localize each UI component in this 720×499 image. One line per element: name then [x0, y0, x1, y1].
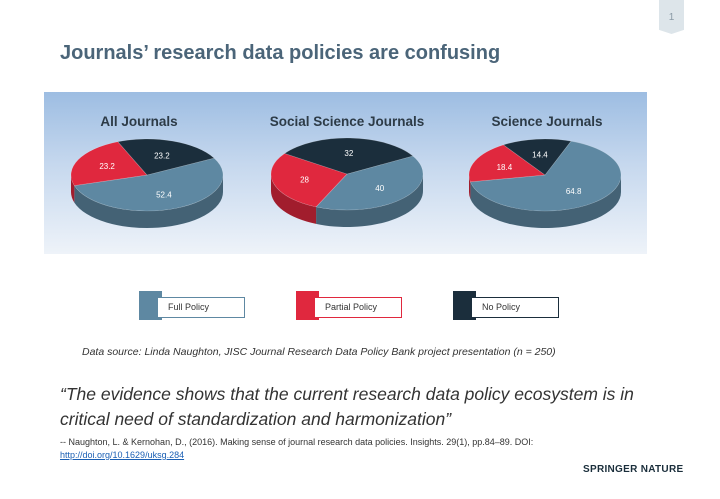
legend-label-partial: Partial Policy	[314, 297, 402, 318]
pie-value-label-2-0: 64.8	[566, 187, 582, 196]
pie-side-0-1-0	[71, 175, 75, 203]
pie-slice-1-full-policy	[315, 155, 424, 211]
pie-title-0: All Journals	[100, 114, 177, 129]
pie-side-0-0-0	[74, 175, 223, 229]
pie-slice-2-full-policy	[469, 140, 622, 212]
pie-value-label-0-1: 23.2	[99, 162, 115, 171]
pie-title-2: Science Journals	[491, 114, 602, 129]
pie-value-label-2-1: 18.4	[497, 163, 513, 172]
springer-nature-logo: SPRINGER NATURE	[583, 464, 684, 475]
page-number: 1	[668, 12, 675, 23]
pie-value-label-0-0: 52.4	[156, 190, 172, 199]
legend-swatch-none	[453, 291, 476, 320]
pie-value-label-1-2: 32	[344, 149, 353, 158]
pie-side-2-1-0	[469, 175, 471, 199]
page-number-tab	[659, 0, 684, 34]
citation: -- Naughton, L. & Kernohan, D., (2016). …	[60, 436, 660, 462]
pie-value-label-0-2: 23.2	[154, 151, 170, 160]
legend-label-full: Full Policy	[157, 297, 245, 318]
pie-charts-svg: All Journals 52.4 23.2 23.2 Social Science J…	[70, 114, 622, 229]
legend-label-none: No Policy	[471, 297, 559, 318]
pie-side-2-0-0	[470, 175, 621, 229]
pie-value-label-1-1: 28	[300, 176, 309, 185]
pie-title-1: Social Science Journals	[270, 114, 425, 129]
slide-title: Journals’ research data policies are con…	[60, 42, 501, 64]
pie-charts-panel: All Journals 52.4 23.2 23.2 Social Science J…	[44, 92, 647, 254]
pie-slice-0-no-policy	[117, 138, 215, 176]
pie-slice-2-no-policy	[502, 138, 572, 176]
pie-slice-0-partial-policy	[70, 141, 148, 186]
pie-side-1-1-0	[271, 174, 317, 224]
legend-swatch-full	[139, 291, 162, 320]
pie-slice-1-partial-policy	[270, 153, 348, 208]
pie-value-label-1-0: 40	[375, 184, 384, 193]
pie-value-label-2-2: 14.4	[532, 150, 548, 159]
data-source-note: Data source: Linda Naughton, JISC Journa…	[82, 346, 556, 358]
citation-text: -- Naughton, L. & Kernohan, D., (2016). …	[60, 437, 534, 447]
doi-link[interactable]: http://doi.org/10.1629/uksg.284	[60, 450, 185, 460]
pie-slice-1-no-policy	[283, 137, 414, 175]
pie-side-1-0-0	[316, 174, 423, 227]
legend-swatch-partial	[296, 291, 319, 320]
pie-slice-2-partial-policy	[468, 144, 546, 183]
pie-slice-0-full-policy	[73, 157, 224, 212]
quote-text: “The evidence shows that the current res…	[60, 384, 634, 429]
